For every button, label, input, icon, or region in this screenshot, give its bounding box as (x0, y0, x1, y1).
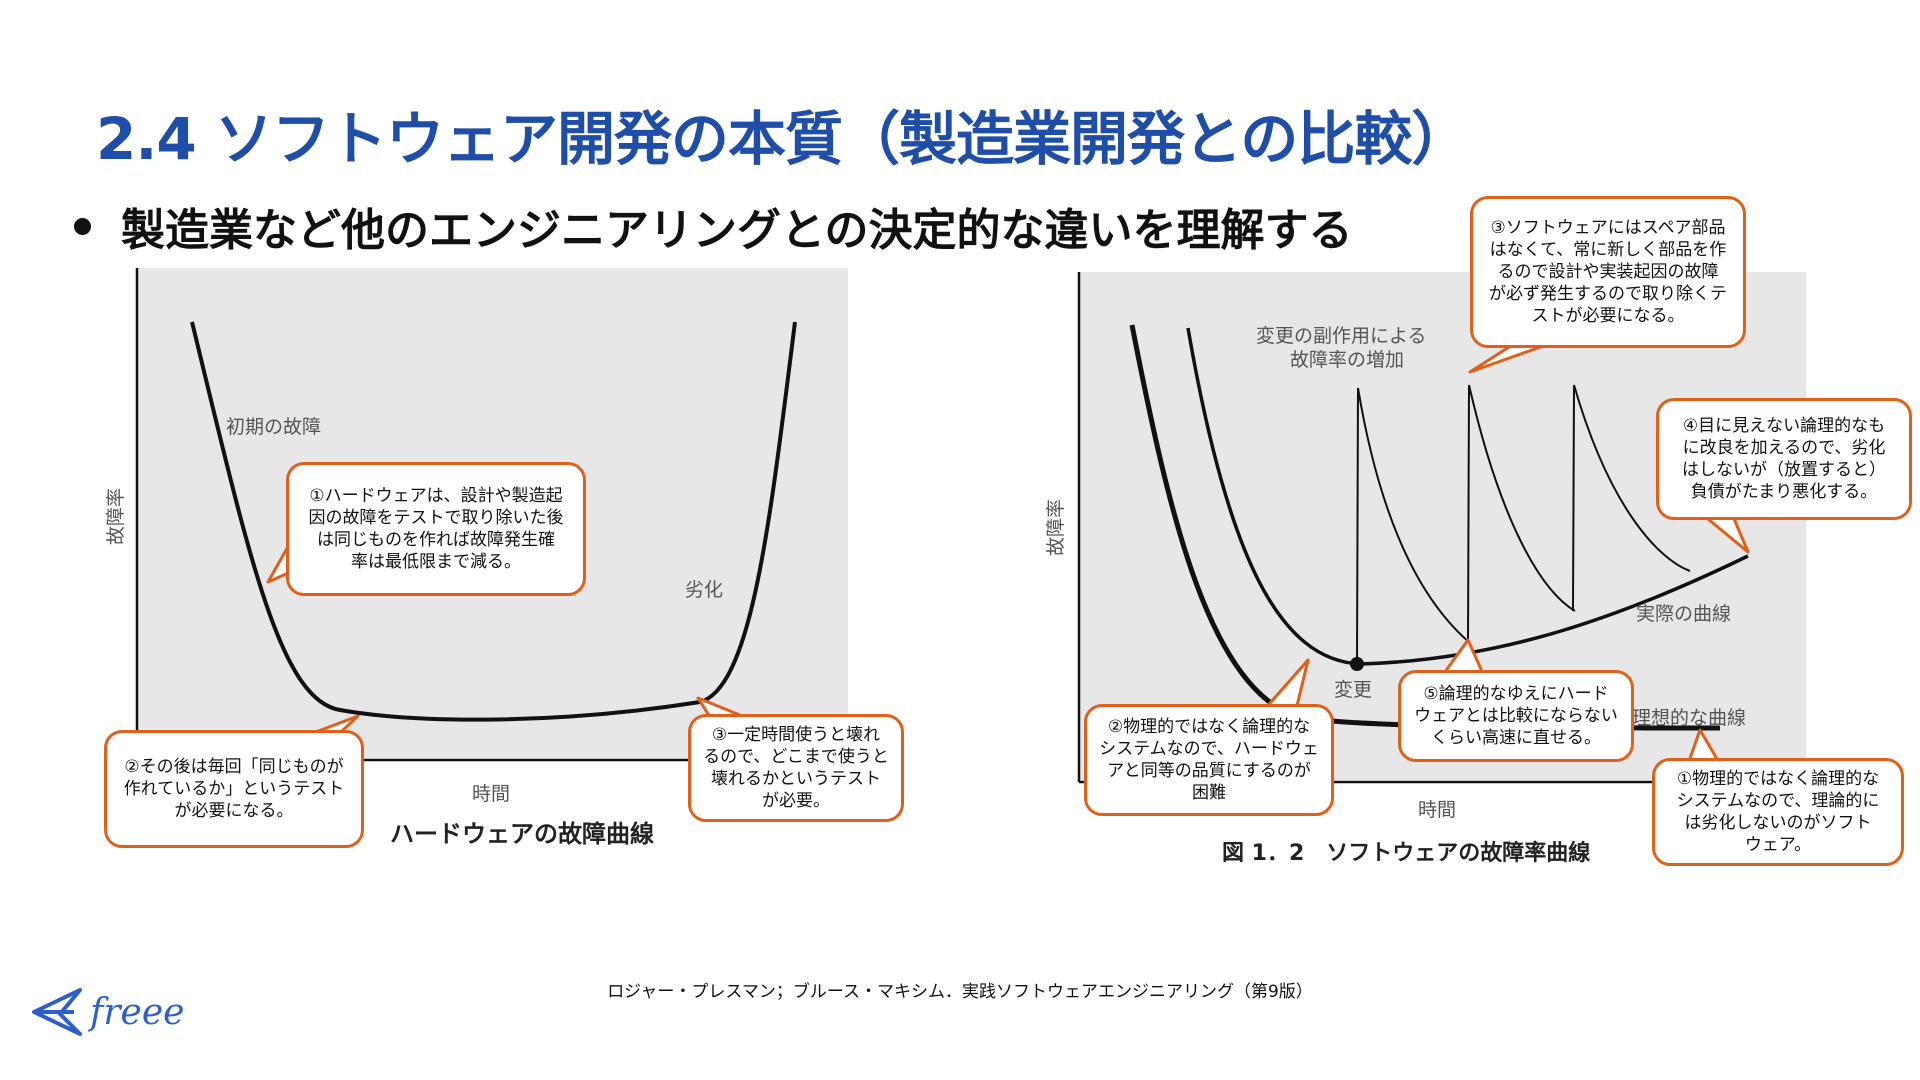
callout-sw-technical-debt-text: ④目に見えない論理的なも に改良を加えるので、劣化 はしないが（放置すると） 負… (1682, 416, 1886, 502)
sw-label-side-effect-1: 変更の副作用による (1256, 325, 1426, 347)
callout-hw-design-failures-text: ①ハードウェアは、設計や製造起 因の故障をテストで取り除いた後 は同じものを作れ… (308, 486, 564, 572)
callout-hw-wear-test-text: ③一定時間使うと壊れ るので、どこまで使うと 壊れるかというテスト が必要。 (703, 725, 889, 811)
hw-bathtub-curve (190, 321, 797, 722)
callout-sw-quality-difficult: ②物理的ではなく論理的な システムなので、ハードウェ アと同等の品質にするのが … (1084, 704, 1334, 816)
sw-label-side-effect-2: 故障率の増加 (1290, 349, 1404, 371)
freee-logo: freee (30, 986, 184, 1038)
bullet-text: 製造業など他のエンジニアリングとの決定的な違いを理解する (121, 205, 1353, 256)
sw-change-spike-3 (1572, 384, 1691, 612)
hw-x-axis-label: 時間 (472, 783, 510, 805)
hw-label-early-failure: 初期の故障 (226, 416, 321, 438)
source-citation: ロジャー・プレスマン；ブルース・マキシム．実践ソフトウェアエンジニアリング（第9… (607, 982, 1313, 1002)
callout-hw-wear-test: ③一定時間使うと壊れ るので、どこまで使うと 壊れるかというテスト が必要。 (688, 714, 904, 822)
callout-hw-design-failures: ①ハードウェアは、設計や製造起 因の故障をテストで取り除いた後 は同じものを作れ… (286, 462, 586, 596)
callout-sw-no-spare-parts: ③ソフトウェアにはスペア部品 はなくて、常に新しく部品を作 るので設計や実装起因… (1470, 196, 1746, 348)
callout-sw-fast-fix-text: ⑤論理的なゆえにハード ウェアとは比較にならない くらい高速に直せる。 (1414, 684, 1618, 748)
hw-label-wear-out: 劣化 (685, 579, 723, 601)
logo-wordmark: freee (90, 991, 185, 1033)
callout-hw-same-product-test-text: ②その後は毎回「同じものが 作れているか」というテスト が必要になる。 (123, 757, 345, 821)
bird-icon (32, 988, 82, 1036)
callout-sw-no-spare-parts-text: ③ソフトウェアにはスペア部品 はなくて、常に新しく部品を作 るので設計や実装起因… (1489, 218, 1727, 326)
callout-sw-fast-fix: ⑤論理的なゆえにハード ウェアとは比較にならない くらい高速に直せる。 (1398, 670, 1634, 762)
sw-x-axis-label: 時間 (1418, 799, 1456, 821)
bullet-dot-icon (74, 217, 91, 235)
hw-chart-caption: ハードウェアの故障曲線 (390, 820, 654, 848)
sw-y-axis-label: 故障率 (1045, 499, 1067, 556)
callout-tails (266, 338, 1750, 766)
hw-y-axis-label: 故障率 (105, 488, 127, 545)
callout-sw-technical-debt: ④目に見えない論理的なも に改良を加えるので、劣化 はしないが（放置すると） 負… (1656, 398, 1912, 520)
callout-sw-no-degradation: ①物理的ではなく論理的な システムなので、理論的に は劣化しないのがソフト ウェ… (1652, 758, 1904, 866)
slide-title: 2.4 ソフトウェア開発の本質（製造業開発との比較） (96, 105, 1469, 173)
sw-chart-caption: 図 1．2 ソフトウェアの故障率曲線 (1222, 840, 1590, 866)
callout-hw-same-product-test: ②その後は毎回「同じものが 作れているか」というテスト が必要になる。 (104, 730, 364, 848)
sw-label-ideal-curve: 理想的な曲線 (1632, 707, 1746, 729)
sw-change-spike-2 (1467, 384, 1576, 644)
callout-sw-quality-difficult-text: ②物理的ではなく論理的な システムなので、ハードウェ アと同等の品質にするのが … (1099, 717, 1319, 803)
sw-label-actual-curve: 実際の曲線 (1636, 603, 1731, 625)
sw-change-point (1350, 657, 1364, 671)
sw-change-spike-1 (1356, 387, 1471, 665)
bullet-point: 製造業など他のエンジニアリングとの決定的な違いを理解する (74, 194, 1353, 258)
sw-label-change: 変更 (1334, 679, 1372, 701)
callout-sw-no-degradation-text: ①物理的ではなく論理的な システムなので、理論的に は劣化しないのがソフト ウェ… (1676, 769, 1880, 855)
